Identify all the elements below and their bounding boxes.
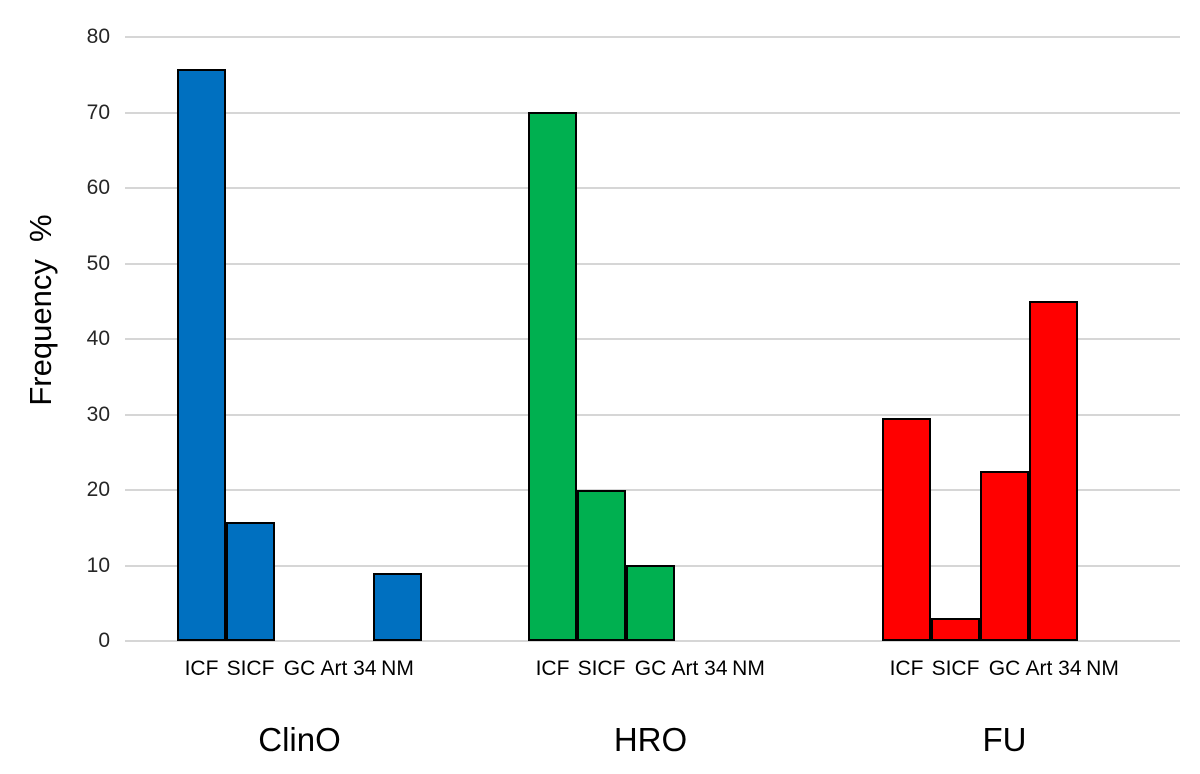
category-label-clino-gc: GC (283, 657, 316, 680)
bar-hro-gc (626, 565, 675, 641)
gridline-80 (125, 36, 1180, 38)
bar-clino-sicf (226, 522, 275, 641)
category-label-hro-nm: NM (732, 657, 765, 680)
gridline-50 (125, 262, 1180, 265)
y-tick-label-80: 80 (86, 25, 110, 48)
category-label-clino-sicf: SICF (226, 657, 275, 680)
y-tick-label-20: 20 (86, 478, 110, 501)
y-axis-title: Frequency % (23, 214, 58, 406)
category-label-hro-art-34: Art 34 (671, 657, 728, 680)
y-tick-label-10: 10 (86, 553, 110, 577)
y-tick-label-30: 30 (86, 402, 110, 426)
y-tick-label-40: 40 (86, 327, 110, 350)
bar-fu-icf (882, 418, 931, 641)
category-label-clino-nm: NM (381, 657, 414, 680)
bar-clino-nm (373, 573, 422, 641)
group-label-clino: ClinO (258, 721, 341, 758)
category-label-fu-icf: ICF (889, 657, 924, 680)
y-tick-label-60: 60 (86, 176, 110, 199)
bar-fu-sicf (931, 618, 980, 641)
category-label-clino-art-34: Art 34 (320, 657, 377, 680)
group-label-hro: HRO (613, 721, 688, 758)
group-label-fu: FU (982, 721, 1027, 758)
category-label-fu-gc: GC (988, 657, 1021, 680)
bar-fu-gc (980, 471, 1029, 641)
gridline-60 (125, 187, 1180, 189)
bar-fu-art-34 (1029, 301, 1078, 641)
bar-hro-sicf (577, 490, 626, 641)
y-tick-label-50: 50 (86, 251, 110, 275)
gridline-70 (125, 111, 1180, 114)
y-tick-label-0: 0 (98, 629, 110, 652)
category-label-clino-icf: ICF (184, 657, 219, 680)
category-label-hro-icf: ICF (535, 657, 570, 680)
category-label-fu-sicf: SICF (931, 657, 980, 680)
y-tick-label-70: 70 (86, 100, 110, 124)
gridline-20 (125, 489, 1180, 491)
category-label-fu-nm: NM (1086, 657, 1119, 680)
category-label-hro-sicf: SICF (577, 657, 626, 680)
bar-clino-icf (177, 69, 226, 641)
gridline-30 (125, 413, 1180, 416)
bar-hro-icf (528, 112, 577, 641)
category-label-hro-gc: GC (634, 657, 667, 680)
gridline-0 (125, 640, 1180, 642)
gridline-40 (125, 338, 1180, 340)
category-label-fu-art-34: Art 34 (1025, 657, 1082, 680)
